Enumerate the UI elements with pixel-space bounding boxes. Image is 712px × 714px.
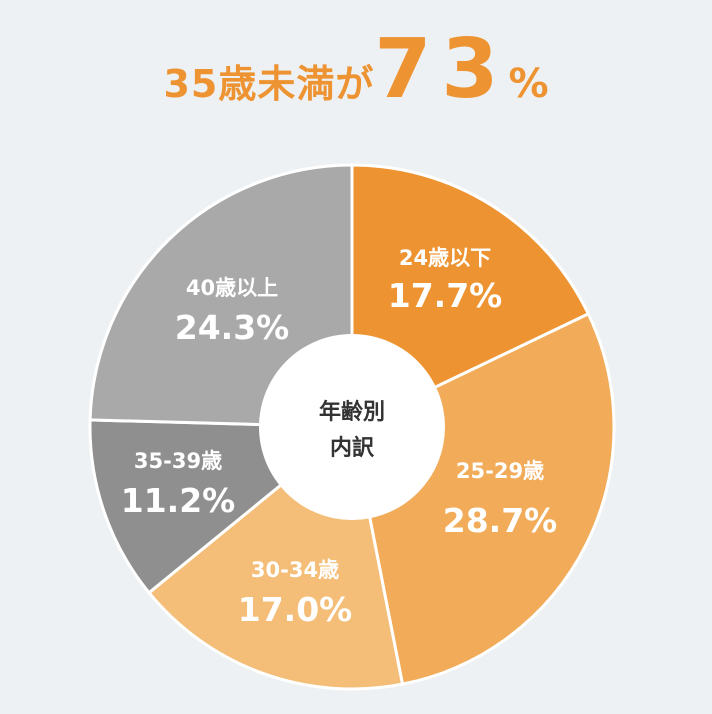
slice-category-label: 35-39歳 xyxy=(134,449,222,473)
slice-category-label: 40歳以上 xyxy=(186,276,278,300)
slice-category-label: 24歳以下 xyxy=(399,246,491,270)
center-label-line-1: 年齢別 xyxy=(319,399,385,425)
center-label-line-2: 内訳 xyxy=(330,435,375,461)
slice-category-label: 25-29歳 xyxy=(456,459,544,483)
slice-value-label: 24.3% xyxy=(175,308,290,347)
slice-value-label: 17.0% xyxy=(238,590,353,629)
slice-category-label: 30-34歳 xyxy=(251,558,339,582)
donut-hole xyxy=(259,334,445,520)
slice-value-label: 28.7% xyxy=(443,501,558,540)
headline-prefix: 35歳未満が xyxy=(163,62,375,106)
slice-labels: 24歳以下 17.7% 25-29歳 28.7% 30-34歳 17.0% 35-39歳 11… xyxy=(121,246,558,629)
chart-headline: 35歳未満が73% xyxy=(0,22,712,117)
headline-unit: % xyxy=(508,61,549,107)
slice-value-label: 11.2% xyxy=(121,481,236,520)
headline-number: 73 xyxy=(374,22,509,117)
slice-value-label: 17.7% xyxy=(388,276,503,315)
